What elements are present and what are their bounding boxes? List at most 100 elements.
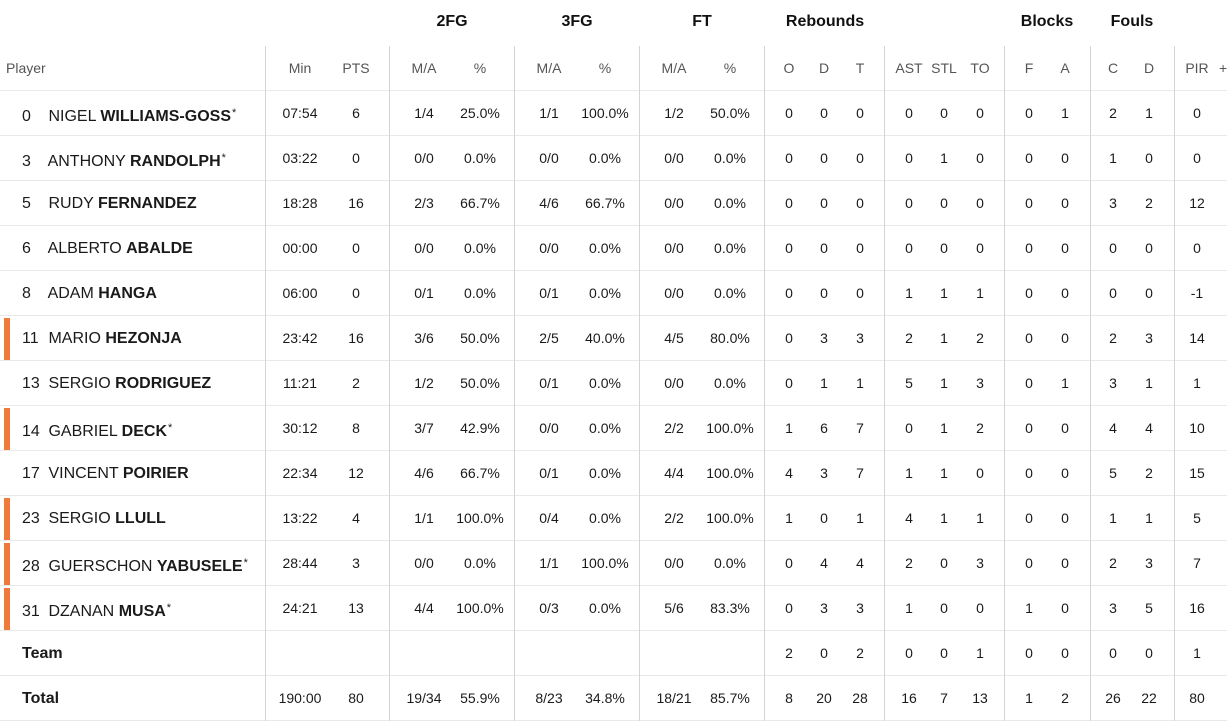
stat-reb-t: 0 [856,105,864,121]
stat-pir: -1 [1190,285,1204,301]
stat-reb-d: 0 [820,510,828,526]
stat-foul-d: 1 [1145,105,1153,121]
player-name-link[interactable]: 31 DZANAN MUSA* [22,586,171,631]
player-number: 14 [22,423,40,440]
stat-ft-pct: 0.0% [714,240,746,256]
player-last-name: POIRIER [122,465,189,482]
player-row[interactable]: 8 ADAM HANGA 06:00 0 0/1 0.0% 0/1 0.0% 0/0 0.0% 0… [0,271,1227,316]
stat-to: 0 [976,105,984,121]
stat-reb-o: 1 [785,420,793,436]
stat-min: 28:44 [282,555,318,571]
stat-pts: 4 [352,510,360,526]
player-row[interactable]: 0 NIGEL WILLIAMS-GOSS* 07:54 6 1/4 25.0% 1/1 1… [0,91,1227,136]
player-name-link[interactable]: 28 GUERSCHON YABUSELE* [22,541,248,586]
column-header-stl[interactable]: STL [931,60,957,76]
player-row[interactable]: 28 GUERSCHON YABUSELE* 28:44 3 0/0 0.0% 1/1 10… [0,541,1227,586]
stat-pts: 12 [348,465,364,481]
stat-foul-d: 0 [1145,645,1153,661]
column-header-player[interactable]: Player [6,60,46,76]
stat-ft-pct: 0.0% [714,375,746,391]
column-divider [1004,46,1005,721]
column-divider [884,46,885,721]
column-header-fg2-pct[interactable]: % [473,60,487,76]
column-header-to[interactable]: TO [970,60,990,76]
group-header-blocks: Blocks [1020,13,1074,30]
column-divider [265,46,266,721]
column-header-pir[interactable]: PIR [1185,60,1209,76]
player-row[interactable]: 11 MARIO HEZONJA 23:42 16 3/6 50.0% 2/5 40.0% 4… [0,316,1227,361]
stat-foul-d: 4 [1145,420,1153,436]
player-name-link[interactable]: 17 VINCENT POIRIER [22,451,189,496]
player-row[interactable]: 6 ALBERTO ABALDE 00:00 0 0/0 0.0% 0/0 0.0% 0/0 0… [0,226,1227,271]
column-header-foul-d[interactable]: D [1143,60,1155,76]
column-header-pts[interactable]: PTS [342,60,370,76]
player-name-link[interactable]: 5 RUDY FERNANDEZ [22,181,197,226]
player-row[interactable]: 13 SERGIO RODRIGUEZ 11:21 2 1/2 50.0% 0/1 0.0%… [0,361,1227,406]
stat-blk-a: 0 [1061,195,1069,211]
player-name-link[interactable]: 14 GABRIEL DECK* [22,406,172,451]
stat-reb-t: 3 [856,330,864,346]
column-header-reb-o[interactable]: O [783,60,795,76]
stat-reb-o: 0 [785,600,793,616]
stat-ast: 1 [905,285,913,301]
stat-blk-f: 0 [1025,285,1033,301]
stat-pir: 16 [1189,600,1205,616]
player-row[interactable]: 17 VINCENT POIRIER 22:34 12 4/6 66.7% 0/1 0.0%… [0,451,1227,496]
stat-fg2-pct: 66.7% [460,195,500,211]
stat-min: 30:12 [282,420,318,436]
stat-foul-d: 3 [1145,555,1153,571]
stat-foul-d: 2 [1145,465,1153,481]
column-header-min[interactable]: Min [288,60,312,76]
player-name-link[interactable]: 11 MARIO HEZONJA [22,316,182,361]
stat-foul-c: 3 [1109,375,1117,391]
player-name-link[interactable]: 0 NIGEL WILLIAMS-GOSS* [22,91,236,136]
more-columns-icon[interactable]: + [1219,60,1227,76]
stat-min: 23:42 [282,330,318,346]
player-row[interactable]: 31 DZANAN MUSA* 24:21 13 4/4 100.0% 0/3 0.0% 5/… [0,586,1227,631]
stat-ast: 2 [905,555,913,571]
player-row[interactable]: 23 SERGIO LLULL 13:22 4 1/1 100.0% 0/4 0.0% 2/2… [0,496,1227,541]
column-header-fg2-ma[interactable]: M/A [411,60,437,76]
player-row[interactable]: 5 RUDY FERNANDEZ 18:28 16 2/3 66.7% 4/6 66.7% 0… [0,181,1227,226]
stat-blk-f: 0 [1025,465,1033,481]
stat-min: 00:00 [282,240,318,256]
stat-stl: 1 [940,285,948,301]
player-first-name: DZANAN [48,603,115,620]
total-label: Total [22,690,60,707]
stat-pir: 0 [1193,240,1201,256]
stat-blk-f: 0 [1025,555,1033,571]
stat-reb-d: 20 [816,690,832,706]
stat-blk-f: 0 [1025,510,1033,526]
player-row[interactable]: 3 ANTHONY RANDOLPH* 03:22 0 0/0 0.0% 0/0 0.0% 0… [0,136,1227,181]
column-header-blk-f[interactable]: F [1024,60,1034,76]
column-header-reb-t[interactable]: T [855,60,865,76]
column-header-fg3-pct[interactable]: % [598,60,612,76]
player-name-link[interactable]: 6 ALBERTO ABALDE [22,226,193,271]
player-name-link[interactable]: 13 SERGIO RODRIGUEZ [22,361,211,406]
stat-blk-a: 0 [1061,330,1069,346]
player-row[interactable]: 14 GABRIEL DECK* 30:12 8 3/7 42.9% 0/0 0.0% 2/2… [0,406,1227,451]
player-name-link[interactable]: 23 SERGIO LLULL [22,496,166,541]
column-header-ast[interactable]: AST [895,60,923,76]
column-header-ft-ma[interactable]: M/A [661,60,687,76]
column-header-foul-c[interactable]: C [1107,60,1119,76]
stat-fg2-pct: 0.0% [464,150,496,166]
stat-fg2-pct: 100.0% [456,510,504,526]
player-name-link[interactable]: 3 ANTHONY RANDOLPH* [22,136,226,181]
stat-pts: 8 [352,420,360,436]
stat-reb-t: 0 [856,285,864,301]
column-header-reb-d[interactable]: D [818,60,830,76]
stat-reb-o: 0 [785,330,793,346]
column-divider [1174,46,1175,721]
stat-reb-t: 3 [856,600,864,616]
stat-stl: 1 [940,150,948,166]
stat-fg2-ma: 1/4 [414,105,434,121]
player-first-name: ANTHONY [47,153,126,170]
column-header-ft-pct[interactable]: % [723,60,737,76]
stat-reb-o: 0 [785,150,793,166]
player-number: 17 [22,465,40,482]
column-header-blk-a[interactable]: A [1060,60,1070,76]
column-header-fg3-ma[interactable]: M/A [536,60,562,76]
player-name-link[interactable]: 8 ADAM HANGA [22,271,157,316]
